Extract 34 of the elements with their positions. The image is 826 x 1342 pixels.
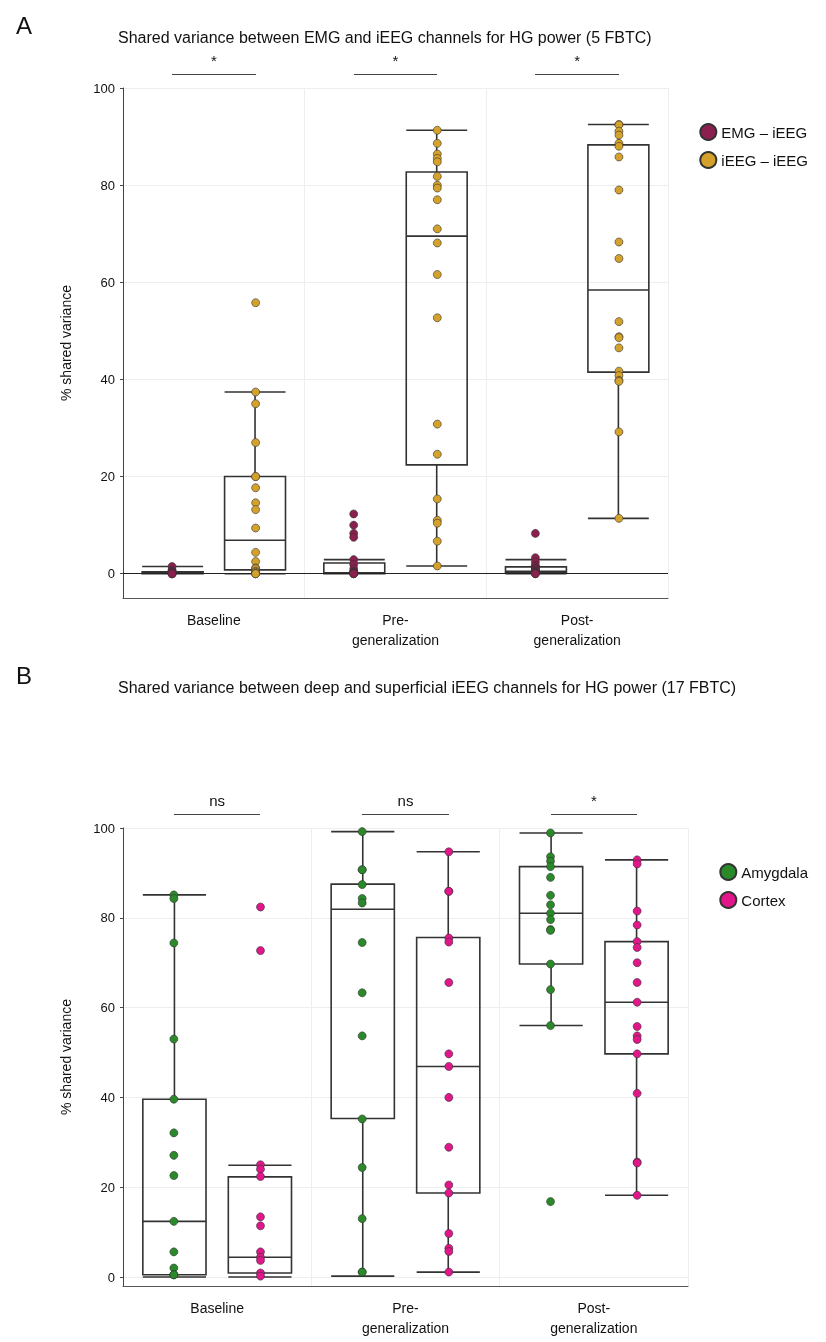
- text: A: [16, 12, 33, 40]
- x-tick-label: Pre- generalization: [351, 612, 440, 648]
- x-tick-label: Baseline: [186, 612, 241, 628]
- legend-label: Cortex: [741, 891, 786, 909]
- chart-title: Shared variance between deep and superficial iEEG channels for HG power (17 FBTC): [118, 678, 737, 696]
- text: *: [573, 52, 582, 69]
- y-axis-title: % shared variance: [58, 998, 74, 1115]
- legend-label: EMG – iEEG: [721, 123, 808, 141]
- x-tick-label: Pre- generalization: [361, 1300, 450, 1336]
- x-tick-label: Post- generalization: [533, 612, 621, 648]
- y-tick-label: 60: [100, 1000, 115, 1016]
- x-tick-label: Baseline: [190, 1300, 245, 1316]
- text: *: [391, 52, 400, 69]
- y-tick-label: 80: [100, 177, 115, 193]
- chart-title: Shared variance between EMG and iEEG channels for HG power (5 FBTC): [118, 28, 652, 46]
- y-tick-label: 40: [100, 371, 115, 387]
- y-tick-label: 60: [100, 274, 115, 290]
- text: B: [16, 662, 33, 690]
- y-tick-label: 40: [100, 1089, 115, 1105]
- y-tick-label: 100: [93, 820, 115, 836]
- y-tick-label: 20: [100, 469, 115, 485]
- text: ns: [396, 792, 415, 809]
- text: *: [209, 52, 218, 69]
- x-tick-label: Post- generalization: [550, 1300, 638, 1336]
- y-axis-title: % shared variance: [58, 284, 74, 401]
- legend-label: iEEG – iEEG: [721, 151, 809, 169]
- y-tick-label: 0: [107, 566, 115, 582]
- legend-label: Amygdala: [741, 863, 809, 881]
- y-tick-label: 20: [100, 1179, 115, 1195]
- y-tick-label: 100: [93, 80, 115, 96]
- y-tick-label: 80: [100, 910, 115, 926]
- text: ns: [208, 792, 227, 809]
- y-tick-label: 0: [107, 1269, 115, 1285]
- text: *: [589, 792, 598, 809]
